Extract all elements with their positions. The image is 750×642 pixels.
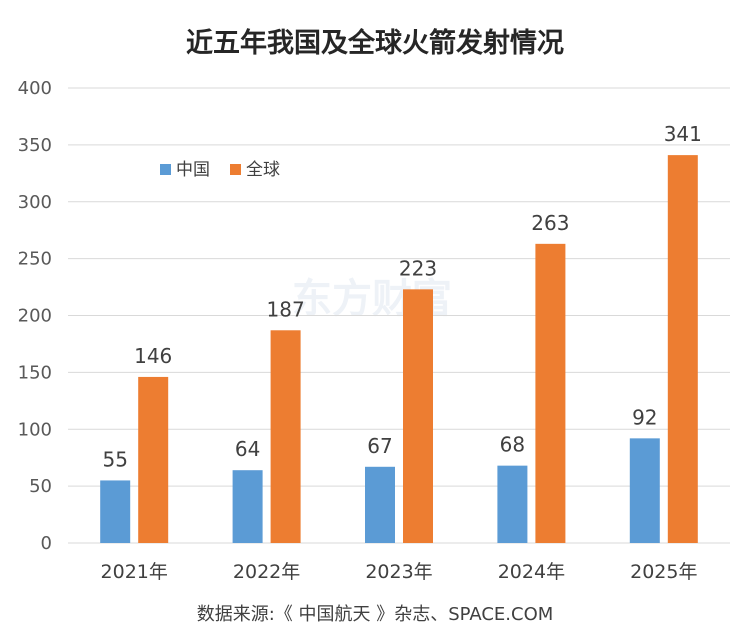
legend-label: 中国: [176, 160, 210, 180]
data-label: 263: [531, 211, 569, 235]
source-note: 数据来源:《 中国航天 》杂志、SPACE.COM: [197, 604, 554, 625]
data-label: 64: [235, 437, 260, 461]
legend-swatch: [230, 164, 241, 175]
y-tick-label: 100: [18, 419, 52, 440]
bar-global: [403, 289, 433, 543]
bar-global: [535, 243, 566, 543]
bar-global: [138, 376, 169, 543]
y-axis-ticks: 0 50 100 150 200 250 300 350 400: [18, 78, 52, 554]
y-tick-label: 300: [18, 192, 52, 213]
bar-china: [629, 438, 660, 543]
legend: 中国 全球: [160, 160, 280, 180]
x-axis-categories: 2021年 2022年 2023年 2024年 2025年: [101, 561, 698, 583]
y-tick-label: 250: [18, 249, 52, 270]
data-label: 341: [664, 122, 702, 146]
bars: [100, 155, 698, 544]
x-category-label: 2025年: [630, 561, 697, 583]
bar-china: [232, 470, 263, 543]
legend-swatch: [160, 164, 171, 175]
x-category-label: 2023年: [365, 561, 432, 583]
bar-china: [100, 480, 131, 543]
y-tick-label: 0: [41, 533, 52, 554]
bar-global: [270, 330, 301, 543]
x-category-label: 2022年: [233, 561, 300, 583]
chart-title: 近五年我国及全球火箭发射情况: [186, 27, 564, 59]
data-label: 92: [632, 405, 657, 429]
data-label: 187: [267, 297, 305, 321]
data-label: 223: [399, 256, 437, 280]
x-category-label: 2024年: [498, 561, 565, 583]
y-tick-label: 200: [18, 306, 52, 327]
y-tick-label: 350: [18, 135, 52, 156]
bar-china: [497, 465, 528, 543]
data-label: 67: [367, 434, 392, 458]
y-tick-label: 400: [18, 78, 52, 99]
data-label: 68: [500, 433, 525, 457]
bar-global: [667, 155, 698, 544]
bar-china: [365, 466, 395, 543]
data-label: 55: [102, 447, 127, 471]
gridlines: [68, 87, 730, 544]
y-tick-label: 150: [18, 362, 52, 383]
y-tick-label: 50: [29, 476, 52, 497]
data-labels: 55 146 64 187 67 223 68 263 92 341: [102, 122, 701, 471]
x-category-label: 2021年: [101, 561, 168, 583]
legend-label: 全球: [246, 160, 280, 180]
data-label: 146: [134, 344, 172, 368]
